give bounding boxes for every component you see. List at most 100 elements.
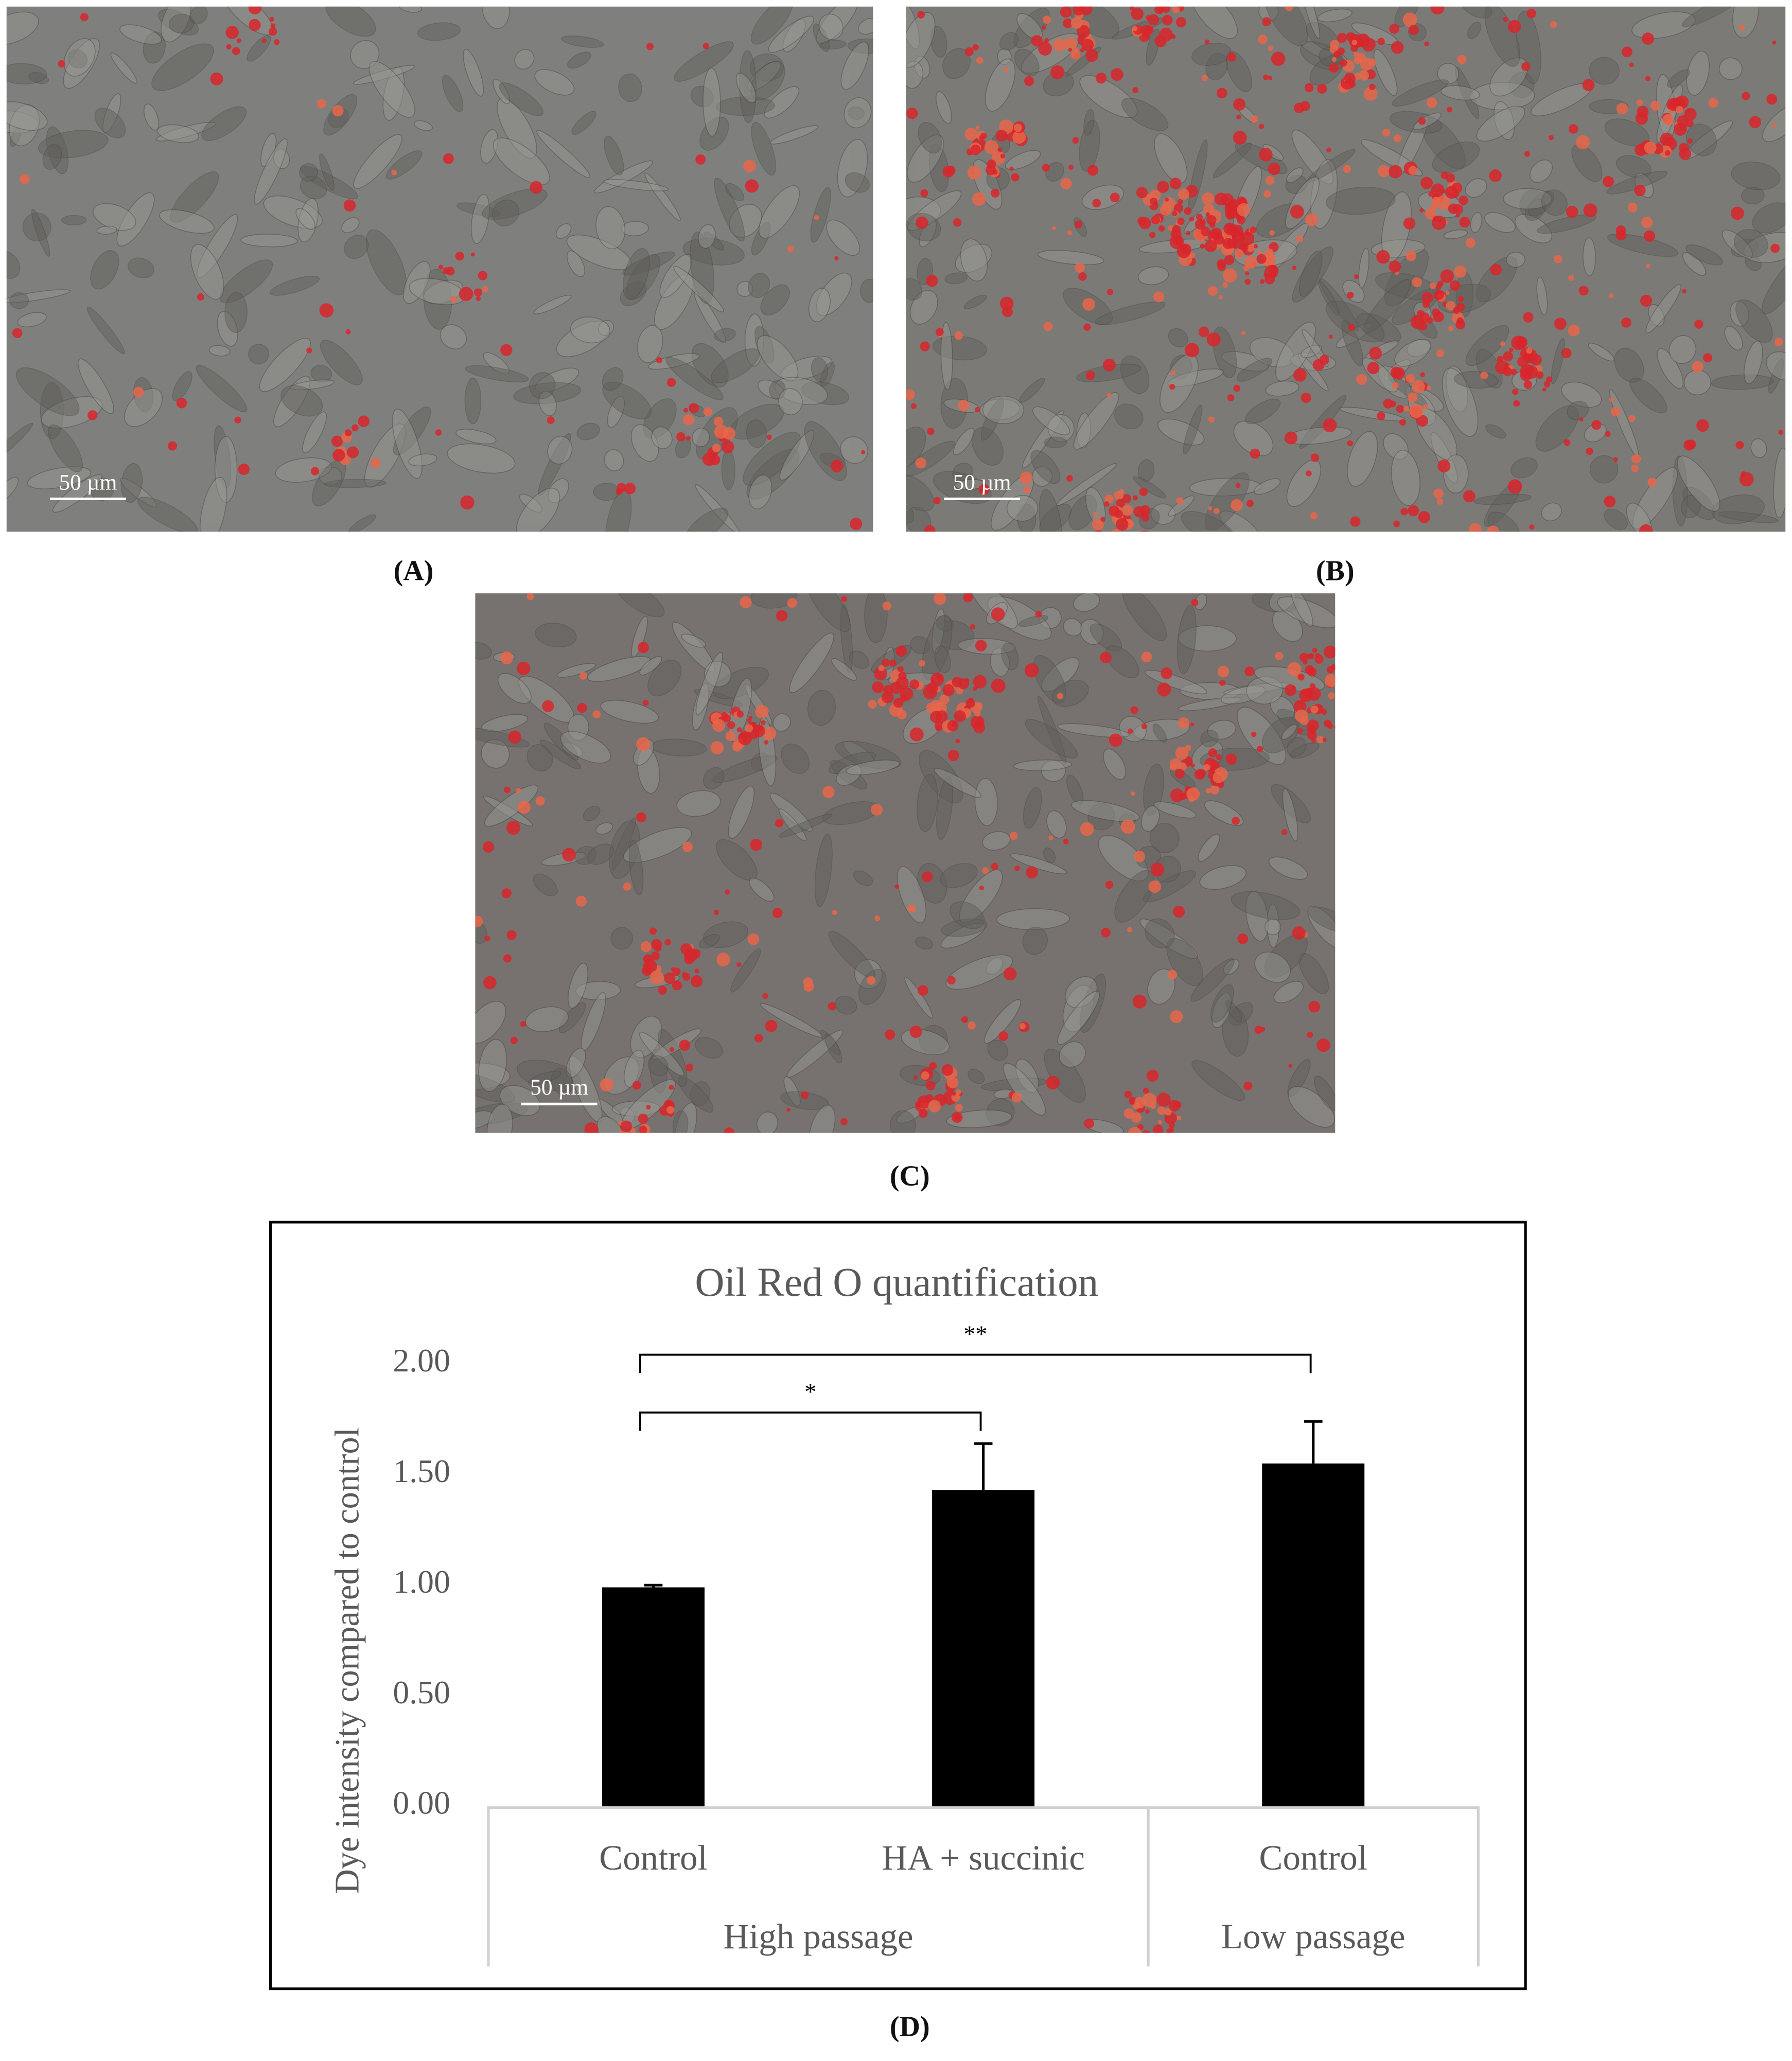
cell xyxy=(499,82,543,116)
lipid-droplet xyxy=(1543,381,1551,388)
lipid-droplet xyxy=(1647,478,1657,487)
cell xyxy=(516,487,560,532)
lipid-droplet xyxy=(1159,28,1173,42)
cell xyxy=(778,808,807,841)
lipid-droplet xyxy=(1265,175,1275,185)
lipid-droplet xyxy=(1145,1109,1150,1114)
lipid-droplet xyxy=(1026,866,1038,879)
lipid-droplet xyxy=(1512,389,1519,395)
lipid-droplet xyxy=(1180,243,1191,255)
cell xyxy=(1272,609,1303,642)
cell xyxy=(674,41,734,82)
lipid-droplet xyxy=(1044,38,1049,43)
cell xyxy=(1629,377,1667,414)
cell xyxy=(936,776,953,840)
lipid-droplet xyxy=(370,457,381,468)
lipid-droplet xyxy=(1158,225,1165,232)
cell xyxy=(6,422,33,468)
cell xyxy=(1446,365,1468,413)
cell xyxy=(1231,891,1301,920)
lipid-droplet xyxy=(1128,1126,1141,1133)
cell xyxy=(837,139,868,198)
cell xyxy=(46,126,69,174)
lipid-droplet xyxy=(1772,123,1777,128)
lipid-droplet xyxy=(1164,1108,1172,1116)
lipid-droplet xyxy=(978,484,990,495)
cell xyxy=(1070,800,1140,822)
lipid-droplet xyxy=(991,678,1006,693)
cell xyxy=(1288,1086,1335,1128)
cell xyxy=(1686,50,1710,96)
cell xyxy=(1750,438,1767,459)
lipid-droplet xyxy=(1392,367,1405,380)
lipid-droplet xyxy=(920,341,930,351)
cell xyxy=(830,760,868,790)
cell xyxy=(628,840,644,895)
lipid-droplet xyxy=(672,967,681,976)
significance-label: * xyxy=(804,1379,816,1405)
lipid-droplet xyxy=(1213,771,1224,783)
cell xyxy=(538,391,557,416)
cell xyxy=(1122,593,1167,641)
panel-label: (B) xyxy=(1316,555,1355,587)
lipid-droplet xyxy=(975,718,983,727)
cell xyxy=(757,335,799,381)
lipid-droplet xyxy=(343,199,356,212)
cell xyxy=(365,229,407,295)
lipid-droplet xyxy=(1206,215,1217,225)
cell xyxy=(897,866,927,924)
cell xyxy=(1265,380,1299,397)
lipid-droplet xyxy=(1627,202,1638,213)
lipid-droplet xyxy=(1234,249,1244,258)
cell xyxy=(320,340,363,385)
micrograph-c-texture xyxy=(475,593,1336,1133)
cell xyxy=(819,40,847,50)
lipid-droplet xyxy=(1243,1081,1253,1091)
lipid-droplet xyxy=(669,1084,674,1090)
cell xyxy=(1773,447,1786,519)
cell xyxy=(1199,865,1246,890)
cell xyxy=(1041,657,1080,692)
lipid-droplet xyxy=(1194,219,1206,230)
lipid-droplet xyxy=(970,624,976,630)
lipid-droplet xyxy=(1643,230,1656,242)
lipid-droplet xyxy=(1742,92,1750,100)
lipid-droplet xyxy=(1060,6,1072,18)
cell xyxy=(1373,49,1398,96)
cell xyxy=(481,6,510,29)
cell xyxy=(751,222,771,256)
cell xyxy=(1473,494,1532,505)
lipid-droplet xyxy=(1526,8,1537,19)
lipid-droplet xyxy=(1703,353,1713,363)
lipid-droplet xyxy=(1293,700,1307,713)
lipid-droplet xyxy=(1451,182,1463,193)
cell xyxy=(1139,918,1198,959)
cell xyxy=(110,52,137,84)
cell xyxy=(1273,981,1304,1003)
lipid-droplet xyxy=(1679,147,1692,160)
cell xyxy=(1179,682,1242,700)
cell xyxy=(567,51,591,69)
lipid-droplet xyxy=(1576,135,1590,149)
bar xyxy=(602,1587,705,1807)
lipid-droplet xyxy=(1421,292,1433,304)
lipid-droplet xyxy=(1244,278,1251,285)
cell xyxy=(1313,1076,1336,1111)
lipid-droplet xyxy=(1244,256,1257,269)
cell xyxy=(463,48,484,97)
cell xyxy=(1017,503,1036,532)
lipid-droplet xyxy=(956,1089,961,1095)
lipid-droplet xyxy=(1176,1115,1182,1121)
cell xyxy=(673,266,724,313)
cell xyxy=(299,163,318,182)
lipid-droplet xyxy=(12,328,23,339)
lipid-droplet xyxy=(941,1064,954,1076)
lipid-droplet xyxy=(1064,37,1077,50)
lipid-droplet xyxy=(1615,225,1626,236)
cell xyxy=(941,918,988,937)
lipid-droplet xyxy=(968,1021,976,1030)
cell xyxy=(909,290,938,325)
lipid-droplet xyxy=(1317,83,1327,94)
cell xyxy=(1018,615,1049,627)
lipid-droplet xyxy=(929,1062,937,1070)
